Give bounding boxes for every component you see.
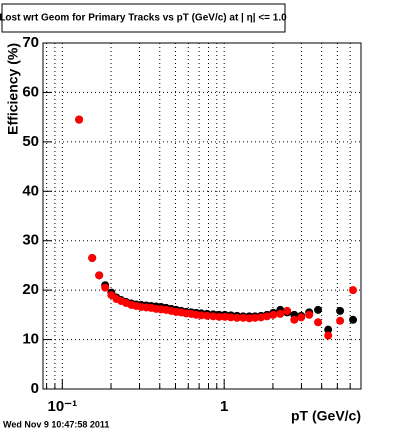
plot-frame [42, 42, 362, 390]
marker [101, 283, 110, 292]
marker [314, 318, 323, 327]
marker [220, 312, 229, 321]
marker [269, 310, 278, 319]
marker [263, 312, 272, 321]
marker [349, 286, 358, 295]
y-tick-label: 70 [22, 34, 39, 51]
title-box [1, 3, 286, 33]
y-axis-label: Efficiency (%) [5, 43, 21, 135]
marker [75, 115, 84, 124]
marker [233, 313, 242, 322]
y-tick-label: 60 [22, 83, 39, 100]
marker [349, 315, 358, 324]
marker [226, 313, 235, 322]
y-tick-label: 20 [22, 281, 39, 298]
y-tick-label: 10 [22, 331, 39, 348]
marker [297, 313, 306, 322]
marker [276, 309, 285, 318]
marker [290, 315, 299, 324]
y-tick-label: 30 [22, 232, 39, 249]
timestamp: Wed Nov 9 10:47:58 2011 [3, 419, 109, 429]
marker [88, 254, 97, 263]
x-tick-label: 10⁻¹ [47, 398, 77, 415]
y-tick-label: 0 [31, 380, 39, 397]
marker [209, 312, 218, 321]
marker [215, 312, 224, 321]
x-tick-label: 1 [220, 398, 228, 415]
x-axis-label: pT (GeV/c) [291, 408, 361, 424]
marker [197, 311, 206, 320]
marker [314, 305, 323, 314]
marker [95, 271, 104, 280]
chart-title: Lost wrt Geom for Primary Tracks vs pT (… [0, 13, 287, 24]
marker [336, 316, 345, 325]
marker [305, 310, 314, 319]
marker [324, 325, 333, 334]
marker [203, 311, 212, 320]
y-tick-label: 40 [22, 182, 39, 199]
y-tick-label: 50 [22, 133, 39, 150]
marker [239, 313, 248, 322]
marker [283, 306, 292, 315]
marker [257, 313, 266, 322]
marker [324, 331, 333, 340]
marker [250, 313, 259, 322]
marker [336, 306, 345, 315]
